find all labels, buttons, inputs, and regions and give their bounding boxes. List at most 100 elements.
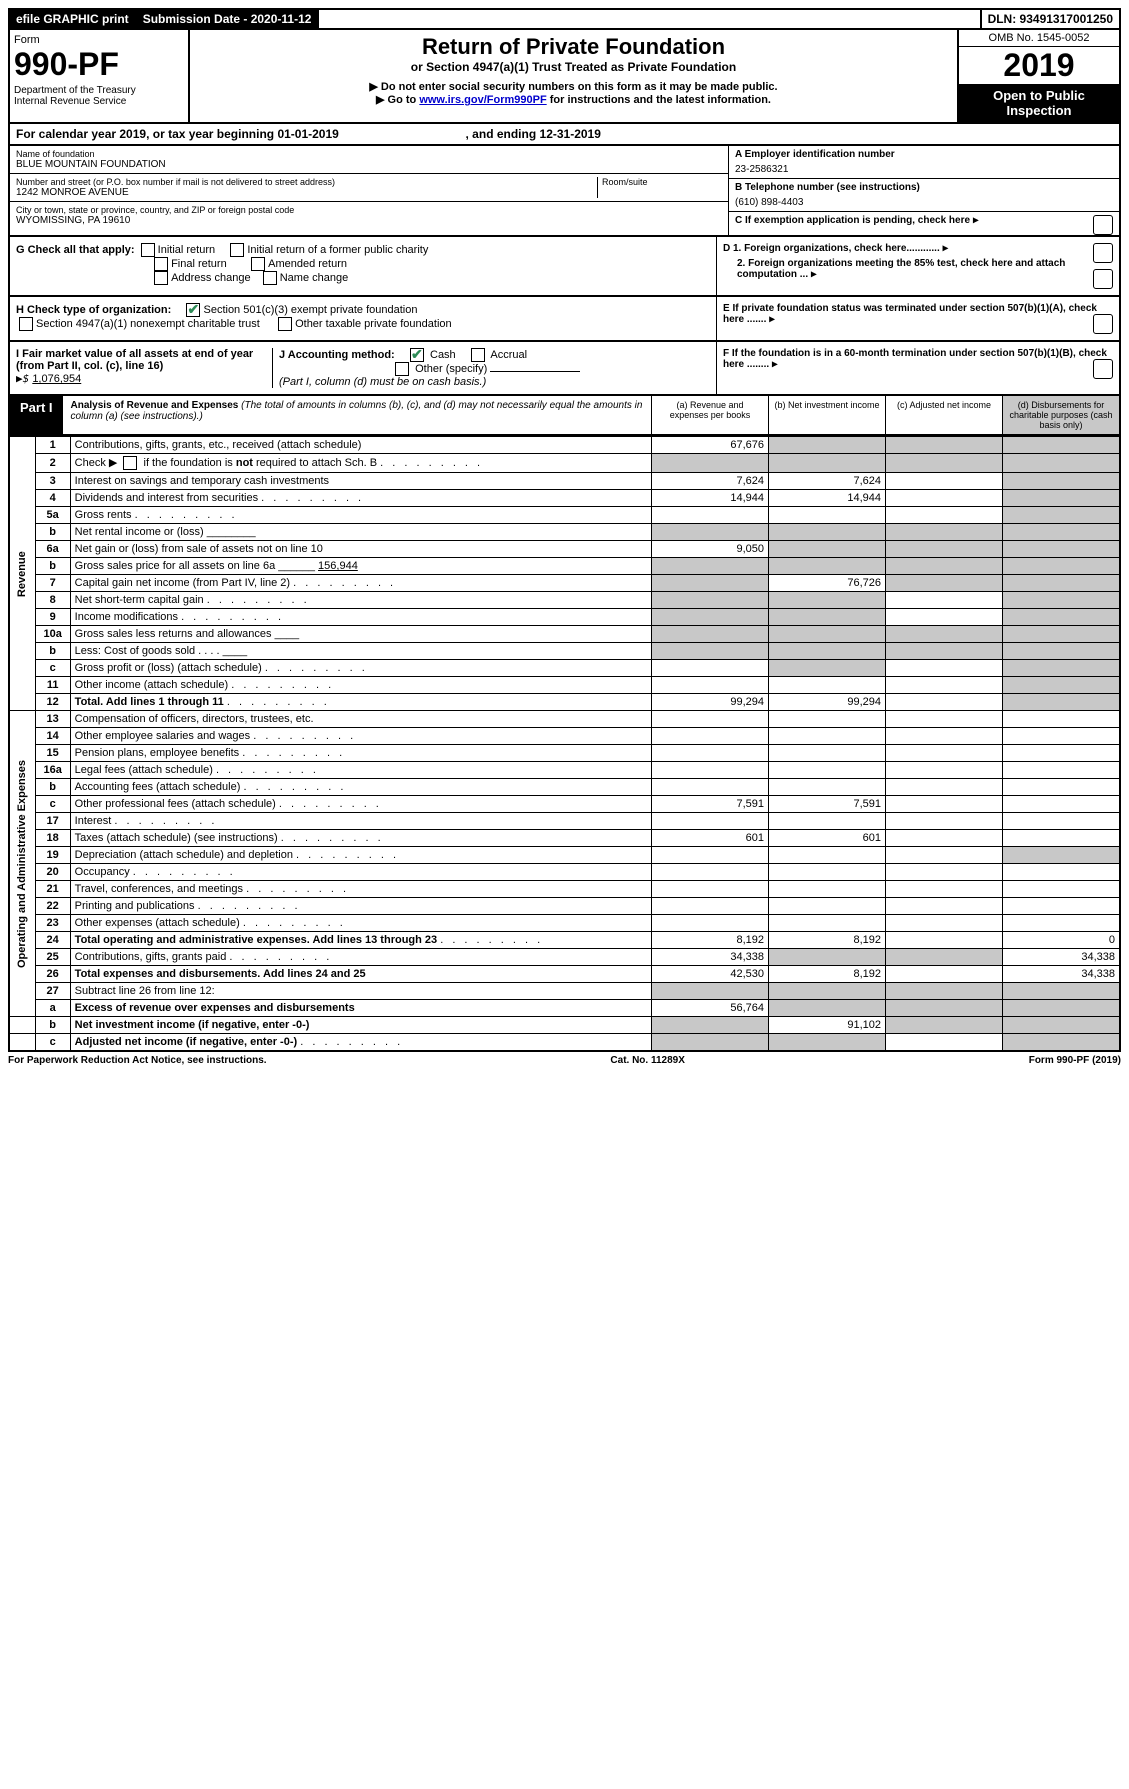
- f-checkbox[interactable]: [1093, 359, 1113, 379]
- header-center: Return of Private Foundation or Section …: [190, 30, 957, 122]
- accrual-label: Accrual: [490, 349, 527, 361]
- table-row: 16aLegal fees (attach schedule): [9, 762, 1120, 779]
- table-row: 7 Capital gain net income (from Part IV,…: [9, 575, 1120, 592]
- header-left: Form 990-PF Department of the Treasury I…: [10, 30, 190, 122]
- ein-value: 23-2586321: [735, 164, 1113, 175]
- footer-mid: Cat. No. 11289X: [610, 1055, 684, 1066]
- j-label: J Accounting method:: [279, 349, 395, 361]
- table-row: 23Other expenses (attach schedule): [9, 915, 1120, 932]
- c-box: C If exemption application is pending, c…: [729, 212, 1119, 229]
- table-row: 9 Income modifications: [9, 609, 1120, 626]
- city-box: City or town, state or province, country…: [10, 202, 728, 229]
- name-change-label: Name change: [280, 272, 349, 284]
- irs-link[interactable]: www.irs.gov/Form990PF: [419, 94, 546, 106]
- table-row: bAccounting fees (attach schedule): [9, 779, 1120, 796]
- table-row: 20Occupancy: [9, 864, 1120, 881]
- expenses-label: Operating and Administrative Expenses: [9, 711, 35, 1017]
- other-method-label: Other (specify): [415, 363, 487, 375]
- table-row: 6a Net gain or (loss) from sale of asset…: [9, 541, 1120, 558]
- 501c3-label: Section 501(c)(3) exempt private foundat…: [203, 304, 417, 316]
- table-row: cOther professional fees (attach schedul…: [9, 796, 1120, 813]
- other-method-checkbox[interactable]: [395, 362, 409, 376]
- cash-label: Cash: [430, 349, 456, 361]
- address-change-label: Address change: [171, 272, 251, 284]
- table-row: b Gross sales price for all assets on li…: [9, 558, 1120, 575]
- amended-return-checkbox[interactable]: [251, 257, 265, 271]
- tax-year: 2019: [959, 47, 1119, 84]
- header-right: OMB No. 1545-0052 2019 Open to Public In…: [957, 30, 1119, 122]
- arrow-icon: ▶: [772, 359, 778, 370]
- form-title: Return of Private Foundation: [198, 34, 949, 60]
- phone-value: (610) 898-4403: [735, 197, 1113, 208]
- name-change-checkbox[interactable]: [263, 271, 277, 285]
- cash-checkbox[interactable]: [410, 348, 424, 362]
- ein-label: A Employer identification number: [735, 149, 1113, 160]
- h-label: H Check type of organization:: [16, 304, 171, 316]
- g-section: G Check all that apply: Initial return I…: [10, 237, 716, 295]
- j-note: (Part I, column (d) must be on cash basi…: [279, 376, 486, 388]
- revenue-label: Revenue: [9, 437, 35, 711]
- form-subtitle: or Section 4947(a)(1) Trust Treated as P…: [198, 60, 949, 74]
- e-checkbox[interactable]: [1093, 314, 1113, 334]
- i-j-f-row: I Fair market value of all assets at end…: [8, 342, 1121, 396]
- note2-pre: ▶ Go to: [376, 94, 419, 106]
- table-row: 27Subtract line 26 from line 12:: [9, 983, 1120, 1000]
- table-row: 21Travel, conferences, and meetings: [9, 881, 1120, 898]
- d1-label: D 1. Foreign organizations, check here..…: [723, 243, 940, 254]
- dept-1: Department of the Treasury: [14, 85, 184, 96]
- table-row: Revenue 1 Contributions, gifts, grants, …: [9, 437, 1120, 454]
- final-return-checkbox[interactable]: [154, 257, 168, 271]
- col-a-header: (a) Revenue and expenses per books: [651, 396, 768, 434]
- ein-box: A Employer identification number 23-2586…: [729, 146, 1119, 179]
- calendar-year-row: For calendar year 2019, or tax year begi…: [8, 124, 1121, 146]
- note-2: ▶ Go to www.irs.gov/Form990PF for instru…: [198, 93, 949, 106]
- table-row: 10a Gross sales less returns and allowan…: [9, 626, 1120, 643]
- col-b-header: (b) Net investment income: [768, 396, 885, 434]
- 501c3-checkbox[interactable]: [186, 303, 200, 317]
- g-d-row: G Check all that apply: Initial return I…: [8, 237, 1121, 297]
- schb-checkbox[interactable]: [123, 456, 137, 470]
- form-word: Form: [14, 34, 184, 46]
- other-taxable-label: Other taxable private foundation: [295, 318, 452, 330]
- phone-box: B Telephone number (see instructions) (6…: [729, 179, 1119, 212]
- note-1: ▶ Do not enter social security numbers o…: [198, 80, 949, 93]
- i-j-section: I Fair market value of all assets at end…: [10, 342, 716, 394]
- name-box: Name of foundation BLUE MOUNTAIN FOUNDAT…: [10, 146, 728, 174]
- dln: DLN: 93491317001250: [982, 10, 1119, 28]
- part1-header: Part I Analysis of Revenue and Expenses …: [8, 396, 1121, 436]
- address-box: Number and street (or P.O. box number if…: [10, 174, 728, 202]
- arrow-icon: ▶: [811, 269, 817, 280]
- footer-left: For Paperwork Reduction Act Notice, see …: [8, 1055, 267, 1066]
- f-section: F If the foundation is in a 60-month ter…: [716, 342, 1119, 394]
- address-change-checkbox[interactable]: [154, 271, 168, 285]
- city-value: WYOMISSING, PA 19610: [16, 215, 722, 226]
- accrual-checkbox[interactable]: [471, 348, 485, 362]
- dept-2: Internal Revenue Service: [14, 96, 184, 107]
- other-taxable-checkbox[interactable]: [278, 317, 292, 331]
- efile-label: efile GRAPHIC print: [10, 10, 137, 28]
- i-label: I Fair market value of all assets at end…: [16, 348, 253, 372]
- form-header: Form 990-PF Department of the Treasury I…: [8, 30, 1121, 124]
- d2-checkbox[interactable]: [1093, 269, 1113, 289]
- 4947-checkbox[interactable]: [19, 317, 33, 331]
- table-row: Operating and Administrative Expenses 13…: [9, 711, 1120, 728]
- footer-right: Form 990-PF (2019): [1029, 1055, 1121, 1066]
- table-row: 3 Interest on savings and temporary cash…: [9, 473, 1120, 490]
- room-label: Room/suite: [602, 177, 722, 187]
- e-section: E If private foundation status was termi…: [716, 297, 1119, 340]
- submission-date: Submission Date - 2020-11-12: [137, 10, 320, 28]
- top-bar: efile GRAPHIC print Submission Date - 20…: [8, 8, 1121, 30]
- phone-label: B Telephone number (see instructions): [735, 182, 1113, 193]
- initial-former-label: Initial return of a former public charit…: [247, 244, 428, 256]
- note2-post: for instructions and the latest informat…: [547, 94, 771, 106]
- d1-checkbox[interactable]: [1093, 243, 1113, 263]
- col-d-header: (d) Disbursements for charitable purpose…: [1002, 396, 1119, 434]
- table-row: b Less: Cost of goods sold . . . . ____: [9, 643, 1120, 660]
- c-checkbox[interactable]: [1093, 215, 1113, 235]
- arrow-icon: ▶: [973, 215, 979, 226]
- table-row: aExcess of revenue over expenses and dis…: [9, 1000, 1120, 1017]
- table-row: 22Printing and publications: [9, 898, 1120, 915]
- initial-former-checkbox[interactable]: [230, 243, 244, 257]
- table-row: 15Pension plans, employee benefits: [9, 745, 1120, 762]
- initial-return-checkbox[interactable]: [141, 243, 155, 257]
